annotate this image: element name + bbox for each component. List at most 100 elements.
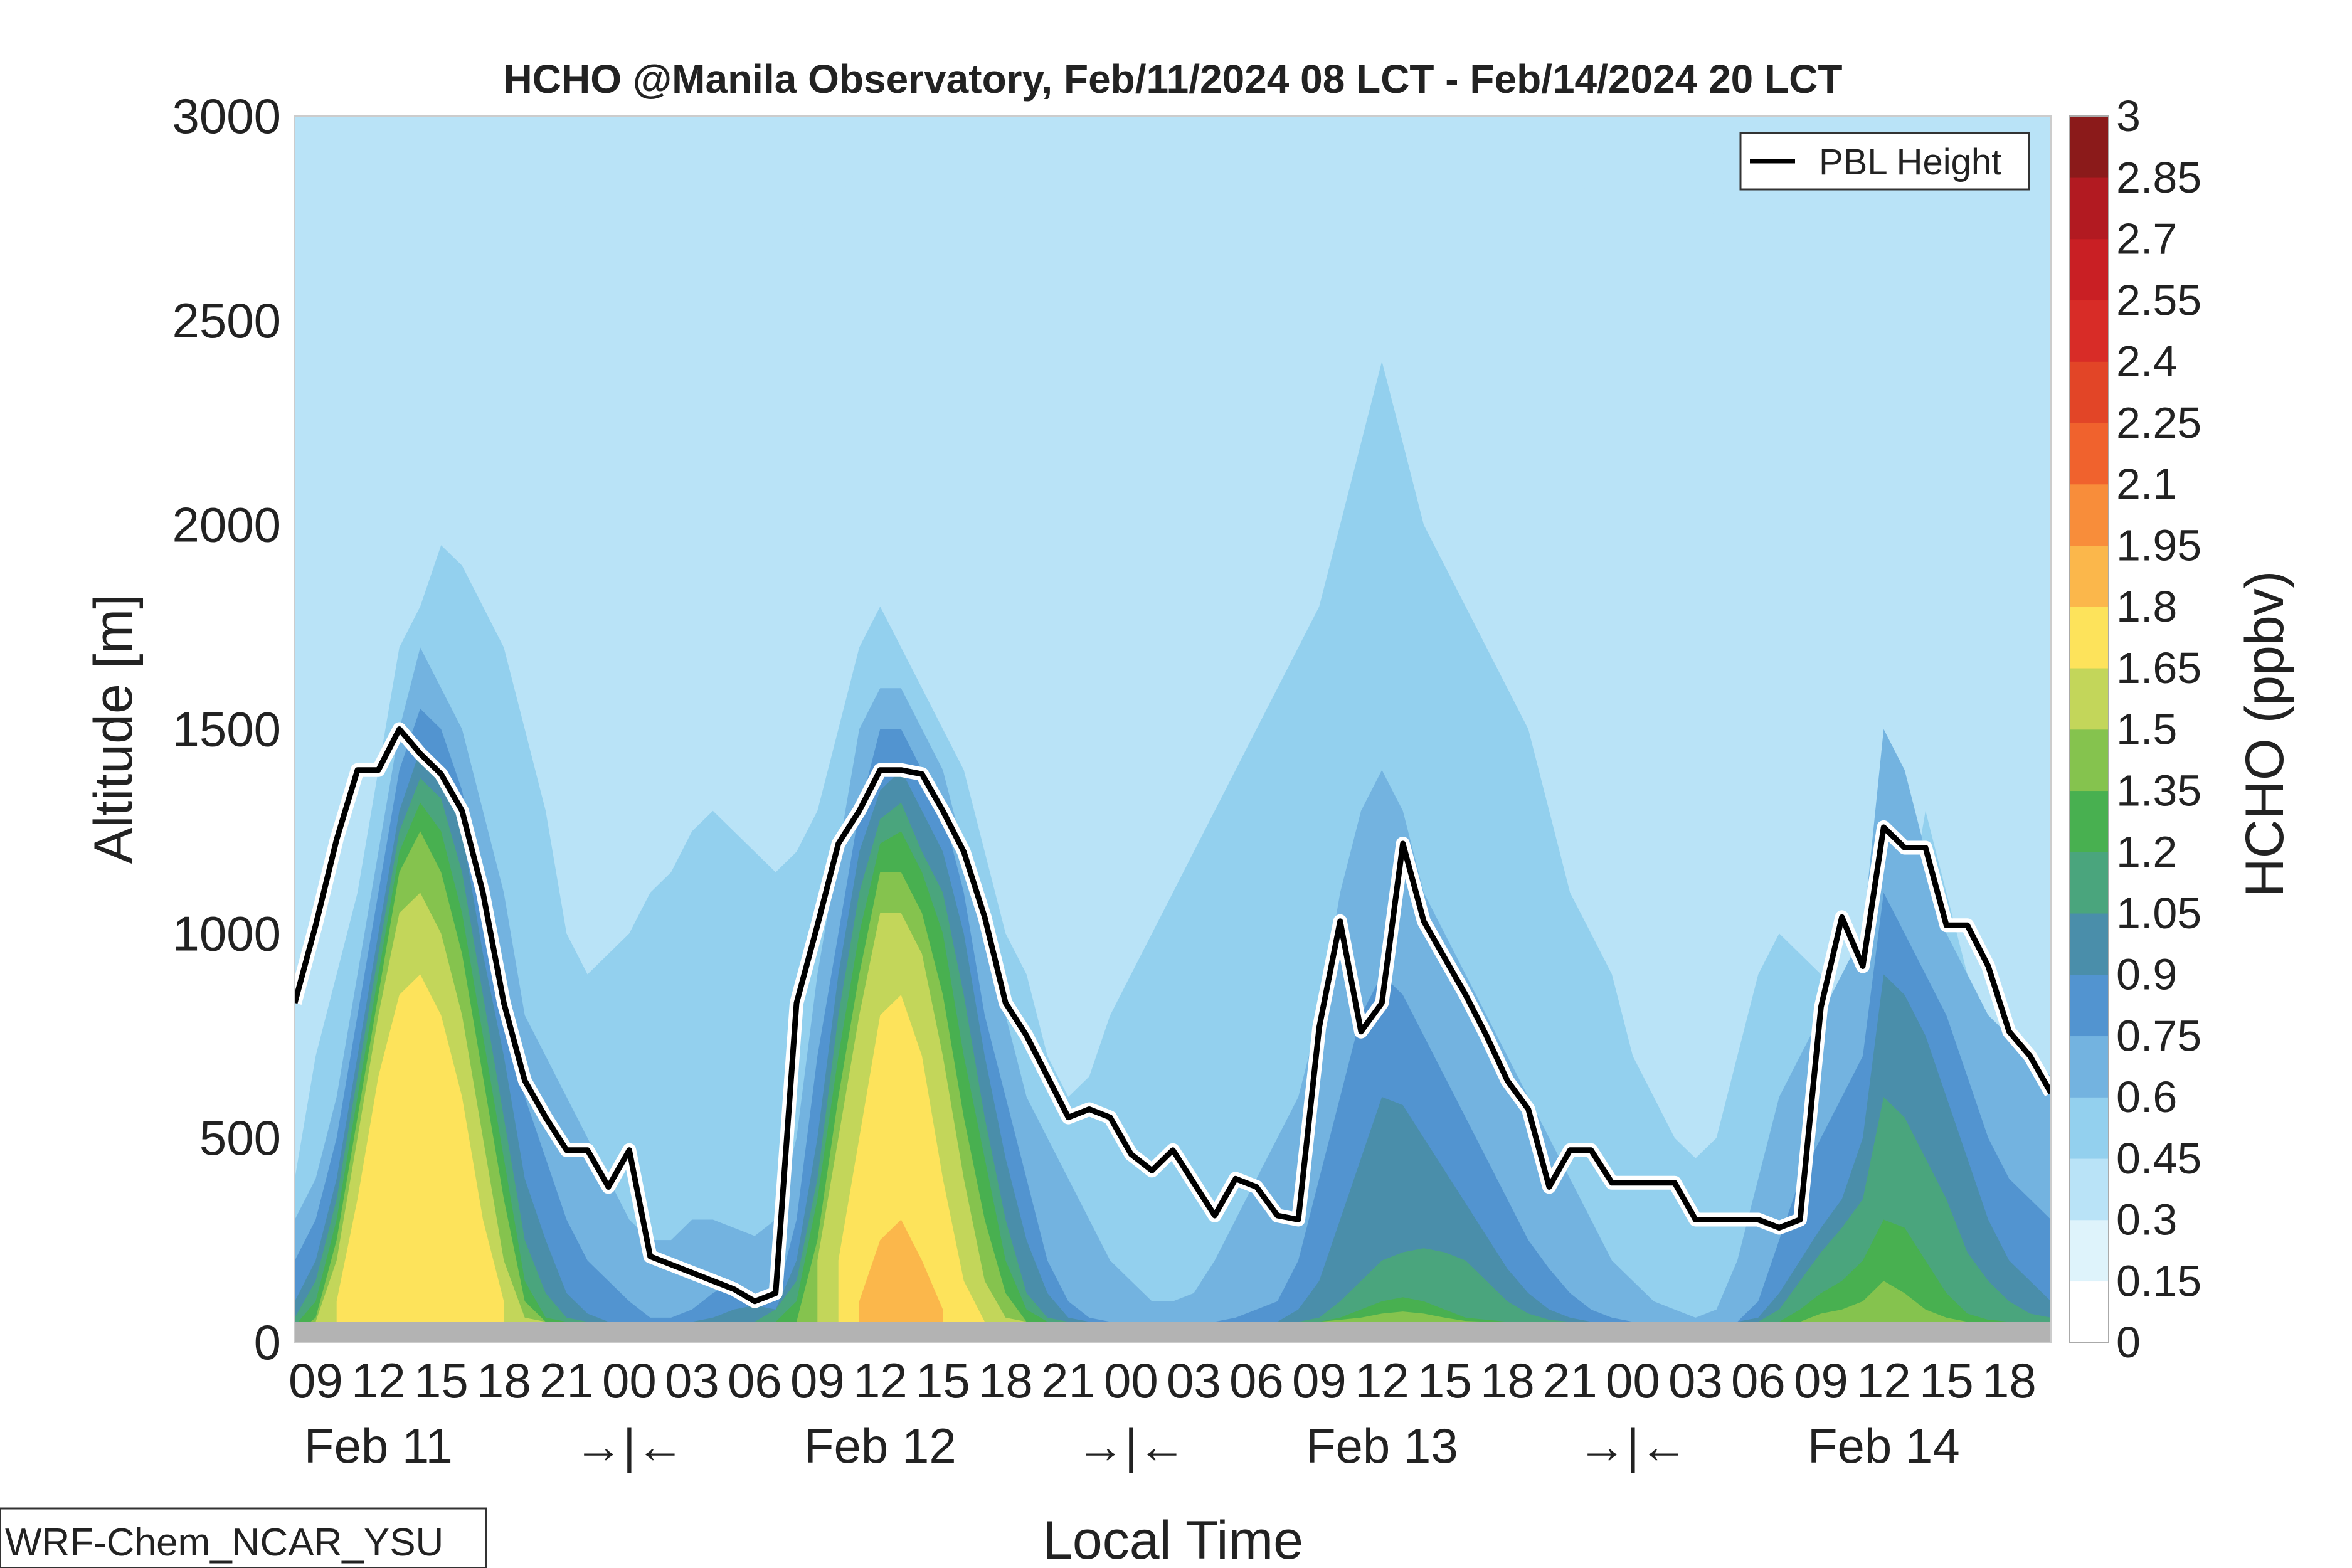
x-tick-label: 00 xyxy=(1606,1353,1660,1408)
x-tick-label: 03 xyxy=(665,1353,719,1408)
colorbar-tick-label: 1.35 xyxy=(2116,766,2201,815)
y-tick-label: 0 xyxy=(254,1315,281,1370)
x-tick-label: 21 xyxy=(1543,1353,1597,1408)
colorbar-swatch xyxy=(2070,1097,2109,1159)
x-axis-day-labels: Feb 11 →|← Feb 12 →|← Feb 13 →|← Feb 14 xyxy=(304,1418,1960,1473)
colorbar-tick-label: 0.9 xyxy=(2116,950,2177,999)
colorbar-tick-label: 0.6 xyxy=(2116,1073,2177,1121)
colorbar: 0 0.15 0.3 0.45 0.6 0.75 0.9 1.05 1.2 1.35 1.5 1.65… xyxy=(2069,92,2201,1367)
x-tick-label: 18 xyxy=(477,1353,531,1408)
x-tick-label: 18 xyxy=(1480,1353,1535,1408)
colorbar-tick-label: 1.8 xyxy=(2116,582,2177,631)
legend: PBL Height xyxy=(1739,132,2030,191)
colorbar-swatch xyxy=(2070,667,2109,730)
colorbar-swatch xyxy=(2070,1219,2109,1282)
colorbar-swatch xyxy=(2070,729,2109,792)
x-tick-label: 18 xyxy=(978,1353,1033,1408)
surface-band xyxy=(295,1322,2051,1342)
x-tick-label: 21 xyxy=(539,1353,594,1408)
x-axis-hour-ticks: 09 12 15 18 21 00 03 06 09 12 15 18 21 00 03 06 09 12 15 18… xyxy=(289,1353,2037,1408)
colorbar-tick-label: 2.4 xyxy=(2116,337,2177,386)
credit-text: WRF-Chem_NCAR_YSU xyxy=(5,1521,443,1564)
credit-frame xyxy=(0,1507,487,1568)
colorbar-tick-label: 0.75 xyxy=(2116,1011,2201,1060)
colorbar-tick-label: 2.7 xyxy=(2116,215,2177,263)
x-tick-label: 09 xyxy=(289,1353,343,1408)
x-day-label: Feb 12 xyxy=(804,1418,956,1473)
x-tick-label: 06 xyxy=(728,1353,782,1408)
x-tick-label: 15 xyxy=(916,1353,970,1408)
y-tick-label: 3000 xyxy=(172,88,281,144)
credit-box: WRF-Chem_NCAR_YSU xyxy=(0,1507,487,1568)
x-tick-label: 09 xyxy=(1794,1353,1848,1408)
colorbar-tick-label: 0.15 xyxy=(2116,1256,2201,1305)
colorbar-swatch xyxy=(2070,852,2109,914)
x-tick-label: 15 xyxy=(414,1353,469,1408)
colorbar-tick-label: 2.1 xyxy=(2116,460,2177,509)
colorbar-swatch xyxy=(2070,913,2109,975)
colorbar-swatch xyxy=(2070,177,2109,240)
x-tick-label: 00 xyxy=(1104,1353,1158,1408)
x-tick-label: 15 xyxy=(1919,1353,1974,1408)
x-day-label: Feb 11 xyxy=(304,1418,453,1473)
x-day-label: Feb 14 xyxy=(1808,1418,1960,1473)
x-tick-label: 03 xyxy=(1167,1353,1221,1408)
colorbar-tick-label: 1.05 xyxy=(2116,889,2201,938)
x-day-label: →|← xyxy=(1577,1418,1688,1473)
colorbar-swatch xyxy=(2070,300,2109,362)
colorbar-tick-label: 1.2 xyxy=(2116,827,2177,876)
x-day-label: Feb 13 xyxy=(1306,1418,1458,1473)
colorbar-swatch xyxy=(2070,422,2109,485)
colorbar-swatch xyxy=(2070,545,2109,607)
x-tick-label: 09 xyxy=(1292,1353,1347,1408)
x-tick-label: 12 xyxy=(351,1353,406,1408)
contour-band-10 xyxy=(859,1219,943,1342)
colorbar-tick-label: 2.25 xyxy=(2116,398,2201,447)
legend-label: PBL Height xyxy=(1819,142,2001,183)
y-tick-label: 2000 xyxy=(172,497,281,553)
colorbar-swatch xyxy=(2070,790,2109,852)
colorbar-swatch xyxy=(2070,361,2109,423)
x-tick-label: 12 xyxy=(853,1353,908,1408)
colorbar-tick-label: 1.65 xyxy=(2116,644,2201,692)
x-tick-label: 06 xyxy=(1731,1353,1786,1408)
x-day-label: →|← xyxy=(574,1418,684,1473)
pbl-height-line xyxy=(295,726,2051,1305)
contour-band-1 xyxy=(295,361,2051,1342)
colorbar-swatch xyxy=(2070,1036,2109,1098)
colorbar-tick-label: 0.3 xyxy=(2116,1195,2177,1244)
plot-frame xyxy=(294,115,2052,1343)
y-axis-label: Altitude [m] xyxy=(83,594,144,864)
colorbar-tick-label: 1.5 xyxy=(2116,705,2177,754)
plot-area xyxy=(295,116,2051,1342)
x-tick-label: 03 xyxy=(1668,1353,1723,1408)
x-tick-label: 12 xyxy=(1355,1353,1409,1408)
colorbar-swatch xyxy=(2070,607,2109,669)
x-tick-label: 15 xyxy=(1417,1353,1472,1408)
colorbar-tick-label: 0.45 xyxy=(2116,1134,2201,1183)
y-tick-label: 500 xyxy=(199,1110,281,1165)
colorbar-swatch xyxy=(2070,974,2109,1037)
x-day-label: →|← xyxy=(1076,1418,1186,1473)
colorbar-label: HCHO (ppbv) xyxy=(2235,571,2295,898)
colorbar-swatch xyxy=(2070,484,2109,546)
colorbar-swatch xyxy=(2070,1158,2109,1221)
x-tick-label: 21 xyxy=(1041,1353,1096,1408)
colorbar-tick-label: 3 xyxy=(2116,92,2141,140)
colorbar-tick-label: 1.95 xyxy=(2116,521,2201,569)
y-axis-ticks: 0 500 1000 1500 2000 2500 3000 xyxy=(172,88,281,1370)
chart-title: HCHO @Manila Observatory, Feb/11/2024 08… xyxy=(504,56,1843,102)
x-axis-label: Local Time xyxy=(1042,1510,1303,1568)
x-tick-label: 18 xyxy=(1982,1353,2037,1408)
y-tick-label: 2500 xyxy=(172,293,281,348)
contour-bands xyxy=(295,116,2051,1342)
colorbar-swatch xyxy=(2070,116,2109,178)
colorbar-tick-label: 0 xyxy=(2116,1318,2141,1367)
pbl-height-series xyxy=(295,722,2051,1308)
colorbar-swatch xyxy=(2070,238,2109,301)
y-tick-label: 1000 xyxy=(172,906,281,961)
x-tick-label: 00 xyxy=(602,1353,657,1408)
x-tick-label: 12 xyxy=(1857,1353,1911,1408)
y-tick-label: 1500 xyxy=(172,702,281,757)
